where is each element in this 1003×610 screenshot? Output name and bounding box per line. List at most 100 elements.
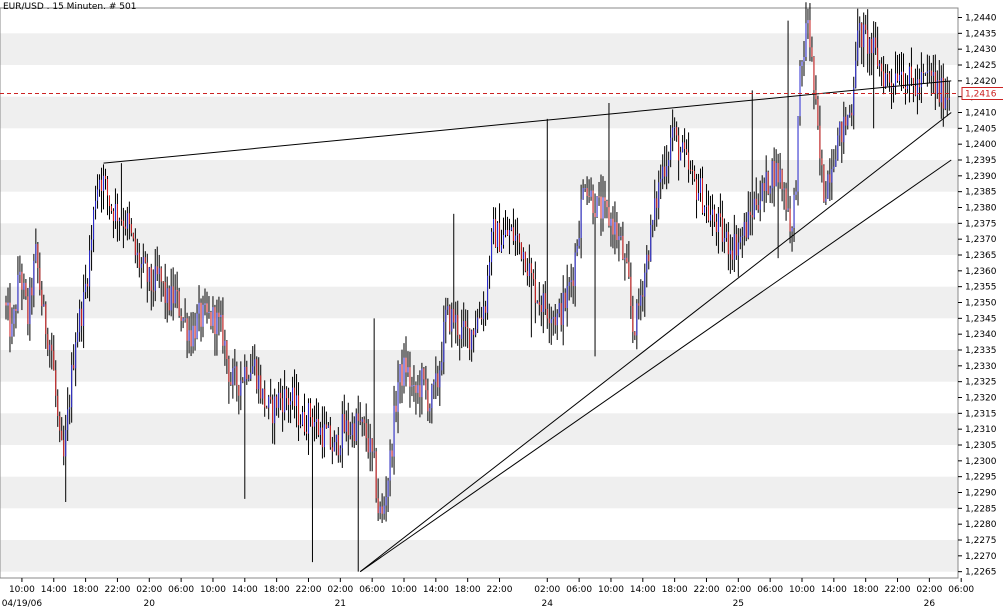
candle-body [359, 420, 361, 422]
candle-body [835, 159, 837, 167]
candle-body [902, 71, 904, 87]
candle-body [833, 166, 835, 169]
candle-body [224, 340, 226, 346]
candle-body [600, 196, 602, 219]
candle-body [632, 306, 634, 332]
candle-body [863, 24, 865, 48]
candle-body [924, 72, 926, 74]
y-tick-label: 1,2385 [965, 188, 997, 198]
candle-body [206, 303, 208, 313]
candle-body [821, 158, 823, 166]
candle-body [274, 396, 276, 424]
candle-body [451, 309, 453, 332]
candle-body [592, 190, 594, 214]
candle-body [459, 335, 461, 339]
candle-body [576, 245, 578, 253]
y-tick-label: 1,2360 [965, 267, 997, 277]
candle-body [805, 23, 807, 57]
candle-body [309, 403, 311, 418]
candle-body [403, 357, 405, 386]
x-tick-label: 02:00 [725, 585, 751, 595]
candle-body [891, 82, 893, 88]
candle-body [895, 73, 897, 87]
candle-body [106, 178, 108, 196]
candle-body [240, 380, 242, 396]
x-tick-label: 02:00 [136, 585, 162, 595]
candle-body [839, 122, 841, 136]
candle-body [355, 413, 357, 442]
candle-body [759, 200, 761, 210]
candle-body [11, 323, 13, 337]
candle-body [375, 451, 377, 499]
candle-body [781, 169, 783, 190]
candle-body [103, 175, 105, 192]
candle-body [668, 159, 670, 167]
candle-body [200, 302, 202, 327]
candle-body [906, 84, 908, 90]
candle-body [807, 20, 809, 24]
candle-body [493, 219, 495, 232]
candle-body [506, 229, 508, 236]
candle-body [526, 270, 528, 277]
candle-body [188, 330, 190, 341]
candle-body [453, 309, 455, 323]
candle-body [13, 309, 15, 324]
candle-body [91, 239, 93, 251]
x-tick-label: 06:00 [566, 585, 592, 595]
candle-body [678, 135, 680, 161]
candle-body [598, 196, 600, 198]
x-tick-label: 22:00 [104, 585, 130, 595]
candle-body [940, 77, 942, 103]
candle-body [845, 116, 847, 126]
candle-body [491, 231, 493, 263]
candle-body [43, 304, 45, 307]
candle-body [753, 198, 755, 218]
candle-body [313, 422, 315, 427]
candle-body [477, 317, 479, 330]
chart-title: EUR/USD . 15 Minuten. # 501 [3, 2, 136, 12]
candle-body [214, 307, 216, 335]
candle-body [946, 97, 948, 100]
candle-body [901, 71, 902, 75]
candle-body [574, 252, 576, 287]
candle-body [702, 178, 703, 213]
candle-body [236, 366, 238, 386]
candle-body [520, 242, 522, 260]
candle-body [286, 389, 288, 399]
candle-body [95, 200, 97, 210]
candle-body [510, 227, 512, 231]
candle-body [606, 200, 608, 208]
x-tick-label: 06:00 [359, 585, 385, 595]
candle-body [524, 251, 526, 271]
candle-body [59, 416, 61, 431]
candle-body [397, 382, 399, 412]
candle-body [644, 272, 646, 297]
candle-body [849, 112, 851, 116]
candle-body [172, 286, 174, 304]
candle-body [369, 438, 371, 453]
grid-band [0, 540, 958, 572]
candle-body [87, 283, 89, 287]
candle-body [604, 197, 606, 201]
candle-body [124, 226, 126, 229]
candle-body [602, 197, 604, 219]
candle-body [67, 409, 69, 431]
candle-body [938, 80, 940, 103]
candle-body [85, 283, 87, 293]
candle-body [777, 163, 779, 183]
x-tick-label: 10:00 [789, 585, 815, 595]
candle-body [302, 412, 304, 425]
candle-body [294, 387, 296, 407]
candle-body [622, 235, 624, 260]
candle-body [811, 47, 813, 57]
candle-body [99, 179, 101, 190]
candle-body [731, 250, 733, 260]
candle-body [208, 311, 210, 313]
candle-body [69, 407, 71, 410]
candle-body [688, 152, 690, 170]
candle-body [170, 286, 172, 311]
y-tick-label: 1,2310 [965, 425, 997, 435]
candle-body [118, 219, 120, 222]
candle-body [128, 213, 130, 225]
candle-body [942, 77, 944, 109]
